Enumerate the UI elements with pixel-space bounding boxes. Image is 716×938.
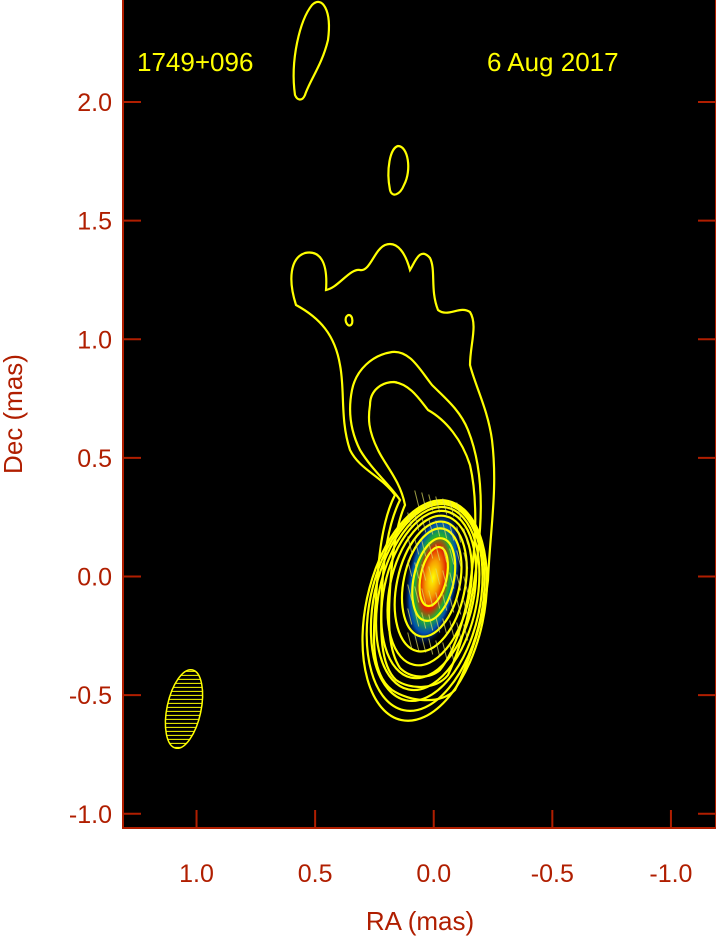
polarization-tick [414,490,420,507]
y-tick-label: 1.0 [77,326,112,354]
plot-background [123,0,716,828]
core-contour [411,537,457,622]
core-contour [393,520,468,653]
polarization-tick [442,594,448,611]
polarization-tick [421,516,427,533]
polarization-tick [407,560,413,577]
polarization-tick [421,588,427,605]
polarization-tick [449,596,455,613]
y-tick-label: 0.5 [77,445,112,473]
polarization-tick [456,526,462,543]
polarization-tick [428,566,434,583]
observation-date-label: 6 Aug 2017 [487,47,619,77]
x-tick-label: 1.0 [179,860,214,888]
polarization-tick [407,512,413,529]
polarization-tick [435,616,441,633]
polarization-tick [414,586,420,603]
y-tick-label: 2.0 [77,89,112,117]
polarization-tick [442,618,448,635]
x-tick-label: 0.0 [416,860,451,888]
polarization-tick [456,574,462,591]
polarization-tick [421,540,427,557]
polarization-tick [435,496,441,513]
polarization-tick [414,514,420,531]
contour-jet-3 [367,380,477,678]
polarization-tick [442,546,448,563]
polarization-tick [449,548,455,565]
contour-northern-blob [292,0,330,101]
polarization-tick [463,528,469,545]
polarization-tick [463,624,469,641]
polarization-tick [414,538,420,555]
core-contour-lines [361,499,489,722]
polarization-tick [449,620,455,637]
polarization-tick [442,570,448,587]
y-axis-title: Dec (mas) [0,354,28,474]
polarization-tick [428,518,434,535]
x-tick-label: -0.5 [531,860,574,888]
polarization-tick [435,568,441,585]
polarization-tick [414,610,420,627]
polarization-tick [456,598,462,615]
polarization-tick [449,644,455,661]
polarization-tick [428,614,434,631]
polarization-tick [428,494,434,511]
polarization-tick [428,638,434,655]
polarization-tick [449,572,455,589]
polarization-tick [435,592,441,609]
polarization-tick [456,622,462,639]
core-contour [400,527,463,638]
y-tick-label: -1.0 [69,801,112,829]
polarization-tick [442,522,448,539]
polarization-tick [435,640,441,657]
polarization-tick [407,536,413,553]
polarization-tick [449,500,455,517]
polarization-tick [428,542,434,559]
polarization-vectors [407,490,469,661]
polarization-tick [414,634,420,651]
contour-lines [290,0,496,702]
polarization-tick [407,584,413,601]
polarization-tick [442,642,448,659]
core-contour [365,501,486,712]
polarization-tick [435,544,441,561]
source-name-label: 1749+096 [137,47,253,77]
core-contour [418,545,449,608]
polarization-tick [463,600,469,617]
y-tick-label: 1.5 [77,208,112,236]
core-contour [361,499,489,722]
core-contour [374,505,481,692]
polarization-tick [421,564,427,581]
polarization-tick [407,608,413,625]
polarization-tick [463,576,469,593]
polarization-tick [421,492,427,509]
polarization-tick [456,550,462,567]
x-axis-ticks: 1.0 0.5 0.0 -0.5 -1.0 [179,810,692,888]
x-tick-label: 0.5 [298,860,333,888]
x-axis-title: RA (mas) [366,906,474,936]
polarization-tick [463,552,469,569]
polarization-tick [407,632,413,649]
core-contour [386,514,474,667]
y-axis-ticks: 2.0 1.5 1.0 0.5 0.0 -0.5 -1.0 [69,89,716,829]
polarization-tick [449,524,455,541]
y-tick-label: -0.5 [69,682,112,710]
contour-small-blob [387,144,410,196]
polarization-tick [421,636,427,653]
x-tick-label: -1.0 [649,860,692,888]
polarization-tick [456,502,462,519]
contour-jet-2 [349,350,482,688]
polarization-tick [414,562,420,579]
contour-tiny-blob [344,313,354,327]
polarization-tick [435,520,441,537]
polarization-tick [442,498,448,515]
y-tick-label: 0.0 [77,564,112,592]
polarization-tick [421,612,427,629]
plot-frame [122,0,716,829]
core-contour [369,502,484,703]
polarization-tick [428,590,434,607]
